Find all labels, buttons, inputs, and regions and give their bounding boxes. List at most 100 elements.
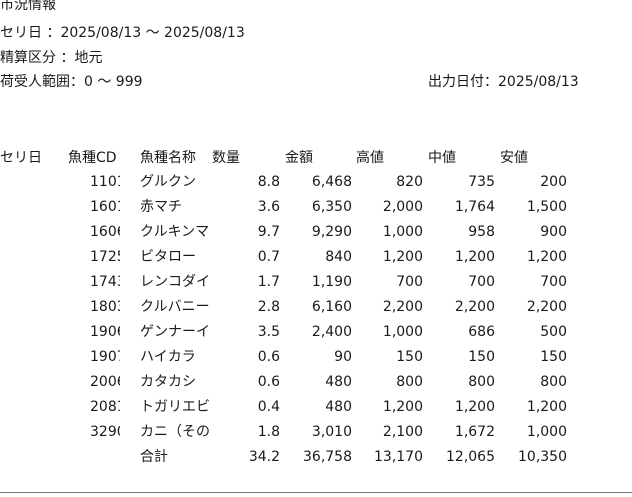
cell-amount: 9,290	[311, 224, 352, 240]
cell-high: 2,000	[382, 199, 423, 215]
total-mid: 12,065	[446, 449, 495, 465]
cell-mid: 2,200	[454, 299, 495, 315]
header-mid: 中値	[428, 150, 456, 166]
cell-qty: 0.6	[257, 374, 280, 390]
cell-name: ビタロー	[140, 249, 196, 265]
cell-high: 1,000	[382, 324, 423, 340]
cell-name: トガリエビ	[140, 399, 210, 415]
cell-code: 1601	[90, 199, 120, 215]
cell-low: 1,500	[526, 199, 567, 215]
table-row: 1101 グルクン 8.8 6,468 820 735 200	[0, 170, 632, 195]
table-row: 1743 レンコダイ 1.7 1,190 700 700 700	[0, 270, 632, 295]
table-row: 1906 ゲンナーイ 3.5 2,400 1,000 686 500	[0, 320, 632, 345]
cell-name: カタカシ	[140, 374, 196, 390]
cell-amount: 6,160	[311, 299, 352, 315]
cell-code: 2006	[90, 374, 120, 390]
cell-mid: 958	[468, 224, 495, 240]
total-row: 合計 34.2 36,758 13,170 12,065 10,350	[0, 445, 632, 470]
cell-mid: 700	[468, 274, 495, 290]
cell-amount: 2,400	[311, 324, 352, 340]
cell-mid: 686	[468, 324, 495, 340]
cell-name: ハイカラ	[140, 349, 196, 365]
cell-name: 赤マチ	[140, 199, 182, 215]
cell-amount: 3,010	[311, 424, 352, 440]
cell-name: グルクン	[140, 174, 196, 190]
header-amount: 金額	[285, 150, 313, 166]
cell-high: 1,200	[382, 399, 423, 415]
cell-mid: 1,200	[454, 249, 495, 265]
cell-amount: 90	[334, 349, 352, 365]
cell-low: 800	[540, 374, 567, 390]
cell-high: 800	[396, 374, 423, 390]
cell-mid: 1,672	[454, 424, 495, 440]
cell-low: 150	[540, 349, 567, 365]
total-high: 13,170	[374, 449, 423, 465]
cell-code: 1725	[90, 249, 120, 265]
table-row: 2081 トガリエビ 0.4 480 1,200 1,200 1,200	[0, 395, 632, 420]
table-row: 1606 クルキンマ 9.7 9,290 1,000 958 900	[0, 220, 632, 245]
cell-low: 200	[540, 174, 567, 190]
output-date: 出力日付：2025/08/13	[428, 74, 579, 90]
cell-name: クルバニー	[140, 299, 210, 315]
cell-code: 1606	[90, 224, 120, 240]
cell-high: 2,100	[382, 424, 423, 440]
cell-code: 1101	[90, 174, 120, 190]
total-amount: 36,758	[303, 449, 352, 465]
cell-amount: 480	[325, 399, 352, 415]
header-code: 魚種CD	[68, 150, 117, 166]
total-qty: 34.2	[248, 449, 280, 465]
cell-low: 1,000	[526, 424, 567, 440]
settlement-category: 精算区分 ：地元	[0, 50, 103, 66]
cell-qty: 0.6	[257, 349, 280, 365]
cell-high: 150	[396, 349, 423, 365]
header-name: 魚種名称	[140, 150, 196, 166]
cell-qty: 0.7	[257, 249, 280, 265]
cell-qty: 3.5	[257, 324, 280, 340]
total-label: 合計	[140, 449, 168, 465]
auction-date-range: セリ日 ：2025/08/13 〜 2025/08/13	[0, 25, 245, 41]
cell-low: 700	[540, 274, 567, 290]
cell-high: 1,000	[382, 224, 423, 240]
cell-qty: 2.8	[257, 299, 280, 315]
cell-low: 1,200	[526, 249, 567, 265]
header-qty: 数量	[212, 150, 240, 166]
table-row: 1725 ビタロー 0.7 840 1,200 1,200 1,200	[0, 245, 632, 270]
cell-mid: 1,200	[454, 399, 495, 415]
cell-low: 2,200	[526, 299, 567, 315]
cell-low: 1,200	[526, 399, 567, 415]
cell-amount: 1,190	[311, 274, 352, 290]
cell-code: 1743	[90, 274, 120, 290]
cell-high: 820	[396, 174, 423, 190]
cell-qty: 0.4	[257, 399, 280, 415]
cell-name: レンコダイ	[140, 274, 210, 290]
cell-high: 700	[396, 274, 423, 290]
table-row: 2006 カタカシ 0.6 480 800 800 800	[0, 370, 632, 395]
cell-qty: 3.6	[257, 199, 280, 215]
cell-mid: 735	[468, 174, 495, 190]
cell-code: 1803	[90, 299, 120, 315]
table-row: 1803 クルバニー 2.8 6,160 2,200 2,200 2,200	[0, 295, 632, 320]
cell-mid: 800	[468, 374, 495, 390]
header-date: セリ日	[0, 150, 42, 166]
cell-amount: 840	[325, 249, 352, 265]
cell-code: 3290	[90, 424, 120, 440]
cell-name: ゲンナーイ	[140, 324, 210, 340]
consignee-range: 荷受人範囲：0 〜 999	[0, 74, 143, 90]
cell-qty: 1.8	[257, 424, 280, 440]
cell-high: 1,200	[382, 249, 423, 265]
cell-mid: 1,764	[454, 199, 495, 215]
cell-qty: 1.7	[257, 274, 280, 290]
bottom-divider	[0, 492, 632, 493]
cell-amount: 6,350	[311, 199, 352, 215]
header-high: 高値	[356, 150, 384, 166]
header-low: 安値	[500, 150, 528, 166]
cell-name: カニ（その	[140, 424, 210, 440]
cell-low: 900	[540, 224, 567, 240]
cell-code: 1906	[90, 324, 120, 340]
table-row: 1601 赤マチ 3.6 6,350 2,000 1,764 1,500	[0, 195, 632, 220]
cell-qty: 8.8	[257, 174, 280, 190]
report-title: 市況情報	[0, 0, 56, 13]
table-row: 3290 カニ（その 1.8 3,010 2,100 1,672 1,000	[0, 420, 632, 445]
cell-code: 2081	[90, 399, 120, 415]
